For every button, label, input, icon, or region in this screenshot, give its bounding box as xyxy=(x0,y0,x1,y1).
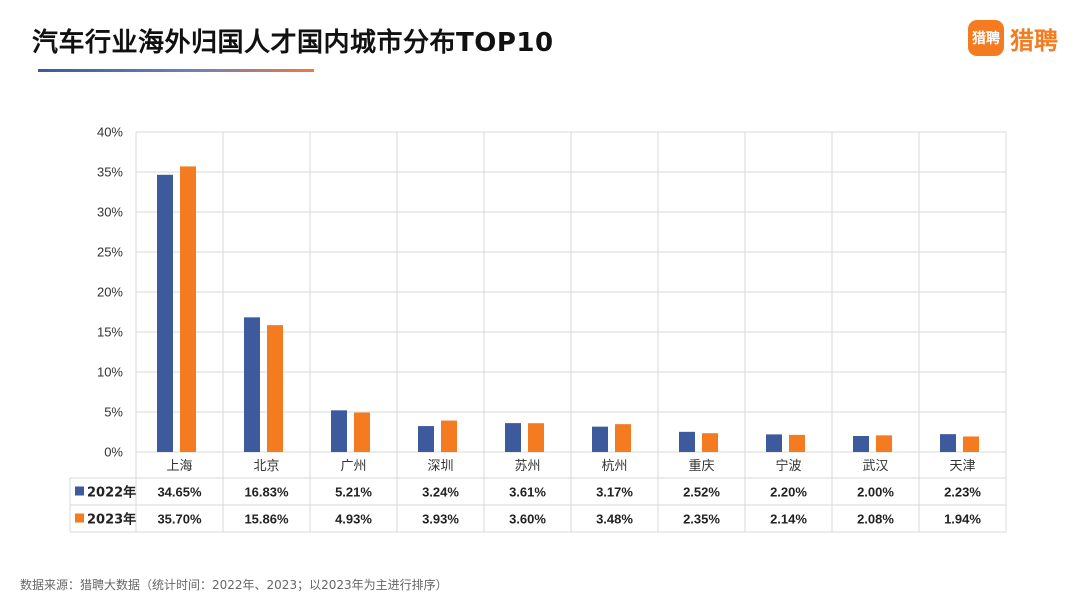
table-cell-value: 2.08% xyxy=(857,512,894,527)
bar-2022年-天津 xyxy=(940,434,956,452)
y-tick-label: 10% xyxy=(97,365,123,380)
bar-2022年-广州 xyxy=(331,410,347,452)
table-cell-value: 2.14% xyxy=(770,512,807,527)
x-category-label: 北京 xyxy=(253,459,279,474)
y-tick-label: 20% xyxy=(97,285,123,300)
bar-chart: 0% 5% 10% 15% 20% 25% 30% 35% 40% 上海 北京 广州 深圳 苏州 杭州 重庆 宁… xyxy=(69,125,1007,533)
table-cell-value: 35.70% xyxy=(157,512,202,527)
table-cell-value: 4.93% xyxy=(335,512,372,527)
x-category-label: 武汉 xyxy=(862,459,888,474)
bar-2023年-宁波 xyxy=(789,434,805,452)
y-tick-label: 35% xyxy=(97,165,123,180)
y-tick-label: 15% xyxy=(97,325,123,340)
table-cell-value: 3.60% xyxy=(509,512,546,527)
bar-2022年-深圳 xyxy=(418,426,434,452)
liepin-logo-icon: 猎聘 xyxy=(968,20,1004,56)
x-category-label: 宁波 xyxy=(775,458,801,474)
table-cell-value: 16.83% xyxy=(244,485,289,500)
x-category-label: 重庆 xyxy=(688,458,714,474)
bar-2023年-武汉 xyxy=(876,435,892,452)
table-cell-value: 3.17% xyxy=(596,485,633,500)
table-cell-value: 5.21% xyxy=(335,485,372,500)
x-category-label: 苏州 xyxy=(514,458,540,474)
x-category-label: 广州 xyxy=(340,459,366,474)
y-tick-label: 40% xyxy=(97,125,123,140)
y-tick-label: 0% xyxy=(104,445,123,460)
table-cell-value: 34.65% xyxy=(157,485,202,500)
bar-2022年-苏州 xyxy=(505,423,521,452)
bar-2023年-上海 xyxy=(180,166,196,452)
bar-2023年-苏州 xyxy=(528,423,544,452)
bar-2022年-武汉 xyxy=(853,436,869,452)
table-cell-value: 3.48% xyxy=(596,512,633,527)
bar-2023年-杭州 xyxy=(615,424,631,452)
table-cell-value: 2.20% xyxy=(770,485,807,500)
x-category-label: 深圳 xyxy=(427,459,453,474)
legend-swatch-2023年 xyxy=(75,513,84,523)
bar-2022年-重庆 xyxy=(679,431,695,452)
legend-label: 2022年 xyxy=(87,485,136,501)
liepin-logo-text: 猎聘 xyxy=(1010,26,1058,55)
data-source-note: 数据来源：猎聘大数据（统计时间：2022年、2023；以2023年为主进行排序） xyxy=(20,578,448,592)
table-cell-value: 2.00% xyxy=(857,485,894,500)
legend-swatch-2022年 xyxy=(75,486,84,496)
y-tick-label: 30% xyxy=(97,205,123,220)
legend-label: 2023年 xyxy=(87,512,136,528)
bar-2023年-天津 xyxy=(963,436,979,452)
table-cell-value: 3.93% xyxy=(422,512,459,527)
table-cell-value: 1.94% xyxy=(944,512,981,527)
x-category-label: 杭州 xyxy=(601,459,627,474)
bar-2023年-北京 xyxy=(267,325,283,452)
bar-2022年-杭州 xyxy=(592,426,608,452)
page-title: 汽车行业海外归国人才国内城市分布TOP10 xyxy=(32,28,554,58)
table-cell-value: 2.23% xyxy=(944,485,981,500)
table-cell-value: 2.35% xyxy=(683,512,720,527)
liepin-logo: 猎聘 猎聘 xyxy=(968,18,1058,58)
bar-2022年-宁波 xyxy=(766,434,782,452)
x-category-label: 天津 xyxy=(949,459,975,474)
x-category-label: 上海 xyxy=(166,459,192,474)
table-cell-value: 15.86% xyxy=(244,512,289,527)
bar-2023年-广州 xyxy=(354,412,370,452)
table-cell-value: 2.52% xyxy=(683,485,720,500)
y-tick-label: 5% xyxy=(104,405,123,420)
bar-2023年-深圳 xyxy=(441,420,457,452)
y-tick-label: 25% xyxy=(97,245,123,260)
bar-2023年-重庆 xyxy=(702,433,718,452)
bar-2022年-上海 xyxy=(157,174,173,453)
table-cell-value: 3.61% xyxy=(509,485,546,500)
title-underline xyxy=(38,69,314,72)
bar-2022年-北京 xyxy=(244,317,260,452)
table-cell-value: 3.24% xyxy=(422,485,459,500)
